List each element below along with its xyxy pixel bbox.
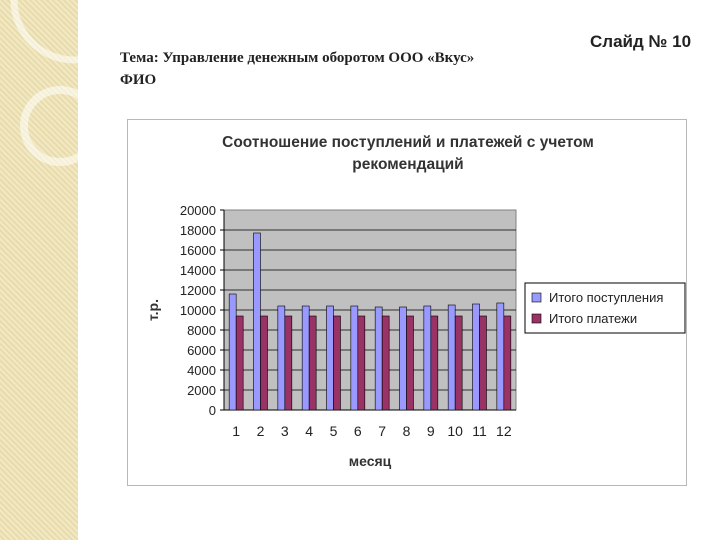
bar-payments (454, 315, 463, 411)
bar-payments (235, 315, 244, 411)
bar-receipts (228, 293, 237, 411)
bar-receipts (472, 303, 480, 411)
chart-title-line1: Соотношение поступлений и платежей с уче… (222, 134, 594, 151)
x-tick-label: 5 (330, 423, 338, 439)
x-axis-label: месяц (349, 453, 392, 469)
x-tick-label: 9 (427, 423, 435, 439)
bar-receipts (253, 232, 261, 411)
chart-frame: Соотношение поступлений и платежей с уче… (127, 119, 687, 486)
x-tick-label: 10 (447, 423, 463, 439)
bar-payments (357, 315, 366, 411)
bar-receipts (301, 305, 310, 411)
bar-payments (333, 315, 341, 411)
legend-swatch (531, 313, 542, 324)
y-tick-label: 10000 (180, 303, 216, 318)
y-tick-label: 18000 (180, 223, 216, 238)
bar-payments (308, 315, 317, 411)
bar-payments (260, 315, 268, 411)
topic-line: Тема: Управление денежным оборотом ООО «… (120, 50, 475, 66)
y-tick-label: 6000 (187, 343, 216, 358)
bar-receipts (326, 305, 334, 411)
x-tick-label: 12 (496, 423, 512, 439)
x-tick-label: 3 (281, 423, 289, 439)
y-tick-label: 20000 (180, 203, 216, 218)
x-tick-label: 1 (232, 423, 240, 439)
bar-payments (406, 315, 414, 411)
legend-swatch (531, 292, 542, 303)
chart-title-line2: рекомендаций (352, 156, 464, 173)
x-tick-label: 8 (403, 423, 411, 439)
bar-receipts (423, 305, 432, 411)
bar-payments (430, 315, 439, 411)
x-tick-label: 7 (378, 423, 386, 439)
slide-number: Слайд № 10 (590, 32, 692, 51)
x-tick-label: 11 (472, 423, 487, 439)
x-tick-label: 4 (305, 423, 313, 439)
y-tick-label: 12000 (180, 283, 216, 298)
author-line: ФИО (120, 72, 157, 88)
bar-receipts (399, 306, 407, 411)
y-tick-label: 0 (209, 403, 216, 418)
legend-label: Итого поступления (549, 290, 663, 305)
legend-box (524, 282, 686, 334)
slide-topic: Тема: Управление денежным оборотом ООО «… (120, 47, 474, 91)
y-axis-label: т.р. (145, 299, 161, 321)
y-tick-label: 4000 (187, 363, 216, 378)
bar-receipts (277, 305, 286, 411)
x-tick-label: 6 (354, 423, 362, 439)
bar-receipts (374, 306, 383, 411)
bar-receipts (447, 304, 456, 411)
bar-receipts (350, 305, 359, 411)
chart-title: Соотношение поступлений и платежей с уче… (128, 132, 688, 176)
bar-payments (381, 315, 390, 411)
bar-payments (284, 315, 293, 411)
y-tick-label: 16000 (180, 243, 216, 258)
bar-receipts (496, 302, 505, 411)
legend-label: Итого платежи (549, 311, 637, 326)
bar-payments (503, 315, 512, 411)
bar-payments (479, 315, 487, 411)
y-tick-label: 8000 (187, 323, 216, 338)
x-tick-label: 2 (257, 423, 265, 439)
decorative-rings (10, 0, 100, 166)
bar-chart: 0 2000 4000 6000 8000 10000 12000 14000 16000 180… (145, 203, 686, 469)
y-tick-label: 2000 (187, 383, 216, 398)
y-tick-label: 14000 (180, 263, 216, 278)
